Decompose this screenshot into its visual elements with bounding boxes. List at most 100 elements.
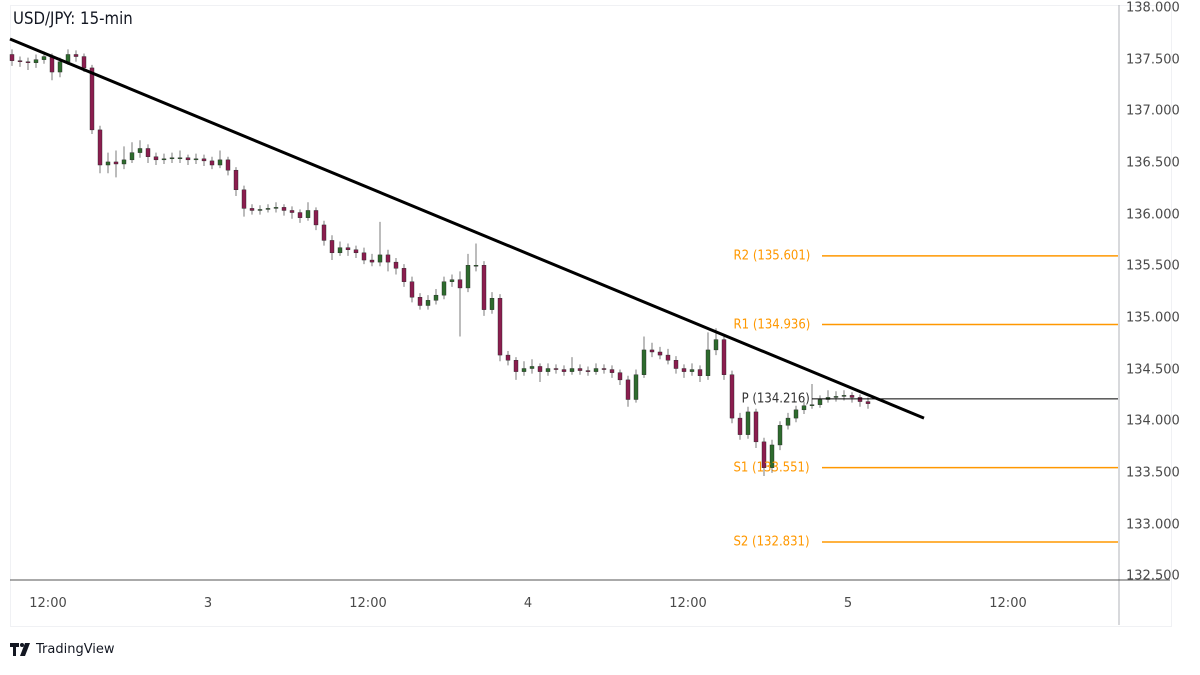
candle[interactable] — [617, 369, 623, 386]
candle[interactable] — [217, 150, 223, 169]
candle[interactable] — [257, 205, 263, 215]
candle[interactable] — [649, 342, 655, 358]
candle[interactable] — [537, 363, 543, 382]
candle[interactable] — [609, 365, 615, 378]
candle[interactable] — [137, 140, 143, 158]
candle[interactable] — [521, 361, 527, 376]
tradingview-logo[interactable]: TradingView — [10, 642, 115, 657]
candle[interactable] — [625, 375, 631, 407]
candle[interactable] — [561, 365, 567, 376]
candle[interactable] — [745, 406, 751, 439]
candle[interactable] — [305, 202, 311, 221]
candle[interactable] — [441, 276, 447, 300]
candle[interactable] — [817, 395, 823, 408]
candle[interactable] — [833, 391, 839, 402]
candle[interactable] — [281, 204, 287, 216]
candle[interactable] — [641, 336, 647, 378]
candle[interactable] — [489, 292, 495, 314]
candle[interactable] — [697, 365, 703, 382]
candle[interactable] — [33, 54, 39, 68]
candle[interactable] — [857, 394, 863, 407]
candle[interactable] — [705, 332, 711, 380]
candle[interactable] — [393, 257, 399, 275]
candle[interactable] — [97, 125, 103, 174]
candle[interactable] — [569, 357, 575, 375]
candle[interactable] — [17, 56, 23, 67]
candle[interactable] — [689, 363, 695, 376]
candle[interactable] — [353, 245, 359, 258]
candle[interactable] — [105, 152, 111, 174]
candle[interactable] — [193, 153, 199, 164]
candle[interactable] — [721, 334, 727, 380]
candle[interactable] — [145, 144, 151, 163]
candle[interactable] — [409, 276, 415, 303]
candle[interactable] — [793, 405, 799, 423]
candle[interactable] — [465, 253, 471, 293]
candle[interactable] — [457, 271, 463, 337]
candle[interactable] — [505, 350, 511, 366]
candle[interactable] — [265, 204, 271, 213]
candle[interactable] — [377, 221, 383, 267]
candle[interactable] — [481, 261, 487, 316]
candle[interactable] — [849, 392, 855, 403]
candle[interactable] — [297, 209, 303, 223]
candle[interactable] — [449, 274, 455, 287]
candle[interactable] — [121, 146, 127, 170]
candle[interactable] — [401, 264, 407, 287]
candle[interactable] — [9, 49, 15, 66]
candle[interactable] — [761, 437, 767, 476]
candle[interactable] — [241, 185, 247, 217]
candle[interactable] — [113, 150, 119, 178]
candle[interactable] — [665, 348, 671, 365]
candle[interactable] — [345, 243, 351, 256]
candle[interactable] — [169, 152, 175, 163]
candle[interactable] — [801, 401, 807, 414]
candle[interactable] — [577, 364, 583, 375]
candle[interactable] — [209, 156, 215, 170]
candle[interactable] — [385, 249, 391, 272]
candle[interactable] — [673, 356, 679, 374]
candle[interactable] — [777, 421, 783, 451]
candle[interactable] — [785, 412, 791, 430]
candle[interactable] — [425, 295, 431, 310]
candle[interactable] — [329, 235, 335, 261]
candle[interactable] — [361, 247, 367, 265]
candle[interactable] — [681, 364, 687, 378]
candle[interactable] — [185, 154, 191, 166]
candle[interactable] — [129, 142, 135, 163]
candle[interactable] — [497, 294, 503, 362]
candle[interactable] — [417, 293, 423, 310]
candle[interactable] — [273, 202, 279, 213]
candle[interactable] — [601, 364, 607, 374]
candle[interactable] — [593, 363, 599, 375]
candle[interactable] — [177, 150, 183, 163]
candle[interactable] — [513, 357, 519, 380]
candle[interactable] — [529, 359, 535, 374]
candle[interactable] — [89, 64, 95, 135]
candle[interactable] — [809, 384, 815, 409]
candle[interactable] — [161, 153, 167, 164]
candle[interactable] — [737, 412, 743, 440]
candle[interactable] — [657, 346, 663, 360]
candle[interactable] — [633, 369, 639, 403]
candle[interactable] — [289, 206, 295, 219]
candle[interactable] — [321, 220, 327, 246]
candle[interactable] — [233, 167, 239, 197]
candle[interactable] — [753, 408, 759, 449]
candle[interactable] — [545, 363, 551, 376]
candle[interactable] — [769, 439, 775, 473]
candle[interactable] — [249, 204, 255, 215]
candle[interactable] — [201, 154, 207, 167]
candle[interactable] — [337, 241, 343, 256]
candle[interactable] — [473, 243, 479, 272]
candle[interactable] — [25, 57, 31, 70]
candle[interactable] — [433, 288, 439, 305]
candle[interactable] — [729, 370, 735, 424]
candle[interactable] — [73, 50, 79, 62]
candle[interactable] — [585, 366, 591, 376]
trendline[interactable] — [9, 37, 925, 420]
candle[interactable] — [825, 390, 831, 403]
candle[interactable] — [369, 253, 375, 267]
candle[interactable] — [225, 156, 231, 176]
